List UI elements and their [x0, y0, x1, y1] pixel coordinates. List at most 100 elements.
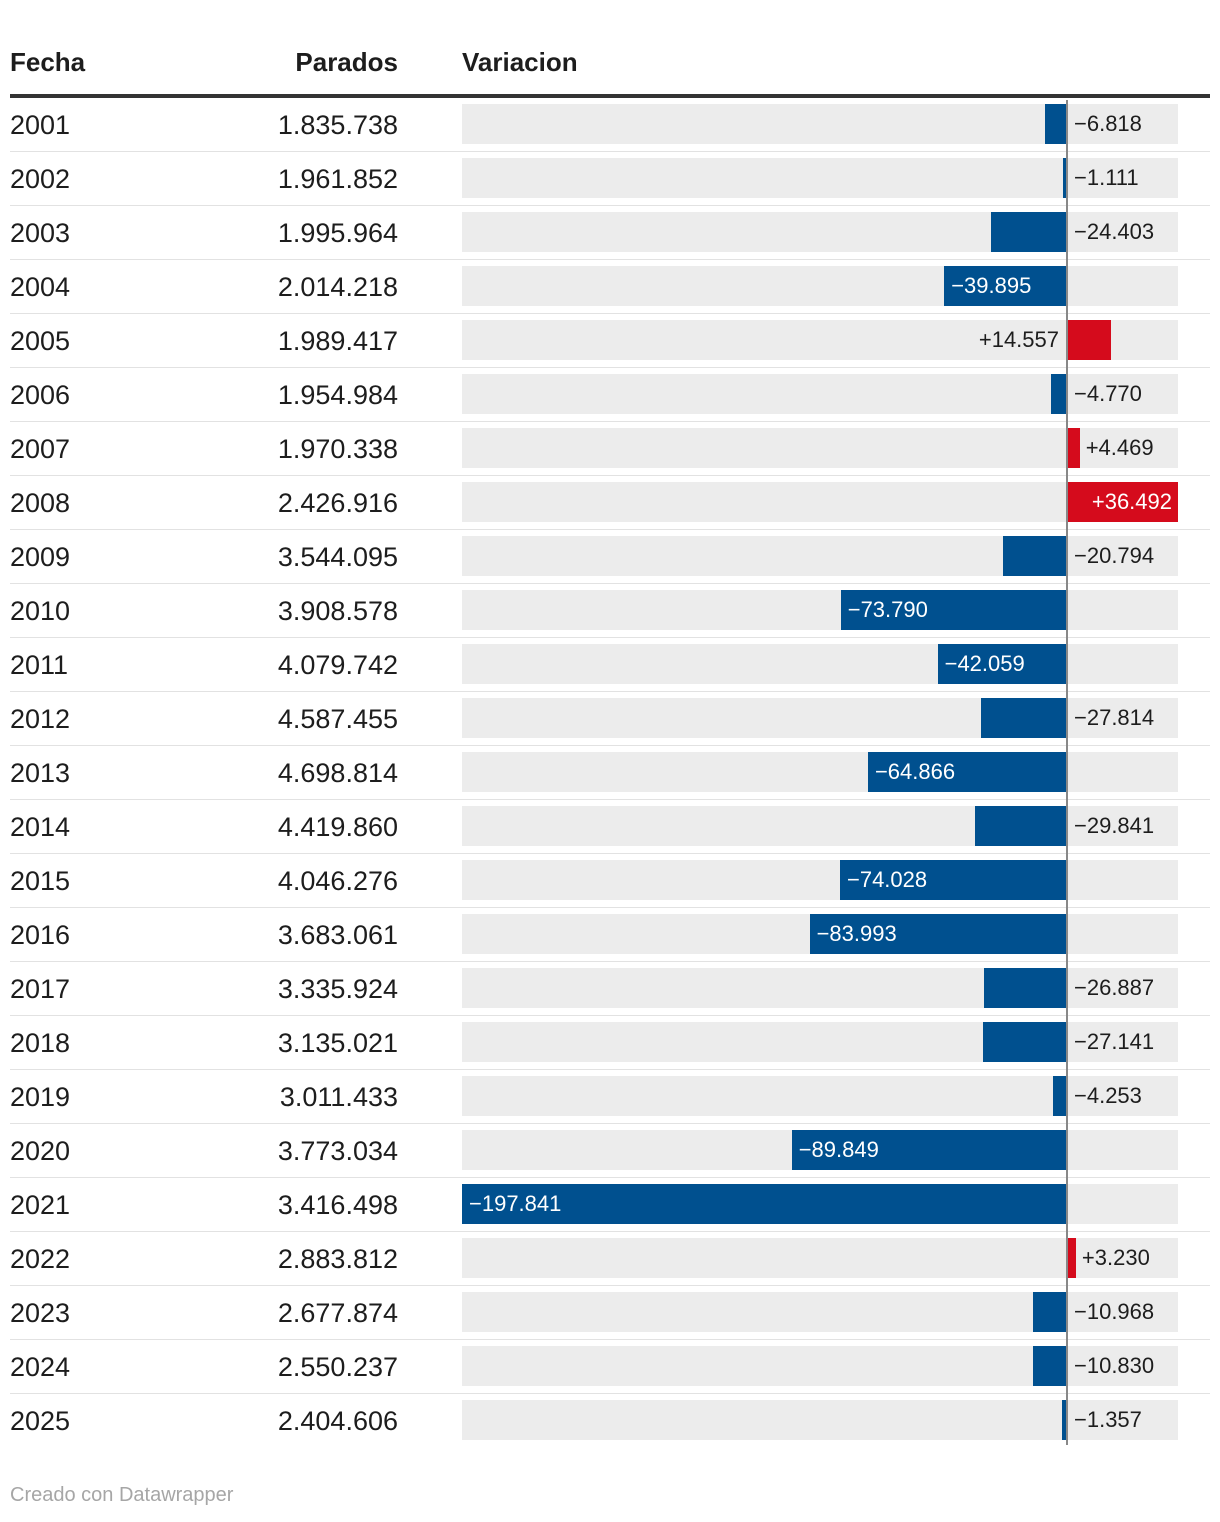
cell-fecha: 2021	[10, 1190, 71, 1220]
cell-parados: 3.135.021	[277, 1028, 398, 1058]
variation-track	[462, 158, 1178, 198]
cell-parados: 3.773.034	[277, 1136, 398, 1166]
cell-parados: 1.954.984	[277, 380, 398, 410]
table-row: 2012 4.587.455 −27.814	[10, 692, 1210, 746]
variation-label: −83.993	[816, 921, 897, 946]
variation-label: +14.557	[978, 327, 1059, 352]
table-row: 2010 3.908.578 −73.790	[10, 584, 1210, 638]
variation-label: +4.469	[1085, 435, 1154, 460]
variation-track	[462, 104, 1178, 144]
cell-parados: 2.014.218	[277, 272, 398, 302]
cell-parados: 3.011.433	[279, 1082, 398, 1112]
variation-track	[462, 1022, 1178, 1062]
variation-bar-negative	[809, 914, 1066, 954]
variation-label: −26.887	[1074, 975, 1155, 1000]
variation-bar-negative	[983, 1022, 1066, 1062]
variation-track	[462, 698, 1178, 738]
variation-bar-negative	[944, 266, 1066, 306]
cell-parados: 2.550.237	[277, 1352, 398, 1382]
cell-parados: 4.046.276	[277, 866, 398, 896]
variation-bar-negative	[1002, 536, 1066, 576]
cell-parados: 4.698.814	[277, 758, 398, 788]
cell-fecha: 2013	[10, 758, 71, 788]
table-row: 2017 3.335.924 −26.887	[10, 962, 1210, 1016]
cell-parados: 2.426.916	[277, 488, 398, 518]
variation-bar-negative	[1061, 1400, 1066, 1440]
cell-parados: 1.989.417	[277, 326, 398, 356]
column-header-parados[interactable]: Parados	[295, 47, 398, 77]
variation-bar-negative	[991, 212, 1066, 252]
table-row: 2020 3.773.034 −89.849	[10, 1124, 1210, 1178]
table-row: 2014 4.419.860 −29.841	[10, 800, 1210, 854]
variation-label: −29.841	[1074, 813, 1155, 838]
cell-fecha: 2022	[10, 1244, 71, 1274]
variation-label: −89.849	[798, 1137, 879, 1162]
cell-parados: 3.683.061	[277, 920, 398, 950]
table-header: Fecha Parados Variacion	[10, 44, 1210, 84]
cell-fecha: 2011	[10, 650, 69, 680]
variation-label: +3.230	[1081, 1245, 1150, 1270]
cell-parados: 3.544.095	[277, 542, 398, 572]
cell-parados: 1.835.738	[277, 110, 398, 140]
variation-track	[462, 860, 1178, 900]
cell-parados: 3.416.498	[277, 1190, 398, 1220]
cell-fecha: 2015	[10, 866, 71, 896]
variation-bar-negative	[1032, 1346, 1066, 1386]
cell-fecha: 2002	[10, 164, 71, 194]
cell-fecha: 2008	[10, 488, 71, 518]
variation-bar-negative	[1051, 374, 1066, 414]
column-header-fecha[interactable]: Fecha	[10, 47, 86, 77]
variation-track	[462, 320, 1178, 360]
variation-label: −27.814	[1074, 705, 1155, 730]
column-header-variacion[interactable]: Variacion	[462, 47, 578, 77]
cell-fecha: 2009	[10, 542, 71, 572]
variation-bar-negative	[983, 968, 1066, 1008]
variation-label: −20.794	[1074, 543, 1155, 568]
table-row: 2018 3.135.021 −27.141	[10, 1016, 1210, 1070]
cell-fecha: 2012	[10, 704, 71, 734]
table-row: 2006 1.954.984 −4.770	[10, 368, 1210, 422]
variation-track	[462, 644, 1178, 684]
table-row: 2025 2.404.606 −1.357	[10, 1394, 1210, 1448]
table-row: 2005 1.989.417 +14.557	[10, 314, 1210, 368]
variation-bar-negative	[1032, 1292, 1066, 1332]
variation-label: −4.770	[1074, 381, 1142, 406]
variation-bar-negative	[974, 806, 1066, 846]
cell-parados: 4.419.860	[277, 812, 398, 842]
variation-track	[462, 266, 1178, 306]
cell-parados: 2.677.874	[277, 1298, 398, 1328]
variation-bar-negative	[1062, 158, 1066, 198]
table-row: 2024 2.550.237 −10.830	[10, 1340, 1210, 1394]
variation-label: −10.968	[1074, 1299, 1155, 1324]
variation-bar-positive	[1066, 428, 1080, 468]
variation-track	[462, 428, 1178, 468]
variation-bar-positive	[1066, 1238, 1076, 1278]
table-row: 2011 4.079.742 −42.059	[10, 638, 1210, 692]
variation-bar-positive	[1066, 320, 1111, 360]
variation-bar-negative	[840, 590, 1066, 630]
table-row: 2007 1.970.338 +4.469	[10, 422, 1210, 476]
variation-label: −6.818	[1074, 111, 1142, 136]
cell-parados: 1.970.338	[277, 434, 398, 464]
variation-label: +36.492	[1091, 489, 1172, 514]
variation-track	[462, 1238, 1178, 1278]
table-row: 2022 2.883.812 +3.230	[10, 1232, 1210, 1286]
header-rule	[10, 94, 1210, 98]
table-row: 2013 4.698.814 −64.866	[10, 746, 1210, 800]
cell-fecha: 2010	[10, 596, 71, 626]
variation-track	[462, 536, 1178, 576]
variation-track	[462, 806, 1178, 846]
cell-parados: 3.908.578	[277, 596, 398, 626]
table-row: 2003 1.995.964 −24.403	[10, 206, 1210, 260]
variation-bar-negative	[839, 860, 1066, 900]
variation-label: −39.895	[951, 273, 1032, 298]
cell-parados: 4.587.455	[277, 704, 398, 734]
cell-fecha: 2025	[10, 1406, 71, 1436]
variation-bar-negative	[791, 1130, 1066, 1170]
table-row: 2004 2.014.218 −39.895	[10, 260, 1210, 314]
cell-parados: 1.995.964	[277, 218, 398, 248]
cell-fecha: 2003	[10, 218, 71, 248]
variation-bar-negative	[867, 752, 1066, 792]
variation-label: −1.111	[1074, 165, 1139, 190]
cell-fecha: 2016	[10, 920, 71, 950]
